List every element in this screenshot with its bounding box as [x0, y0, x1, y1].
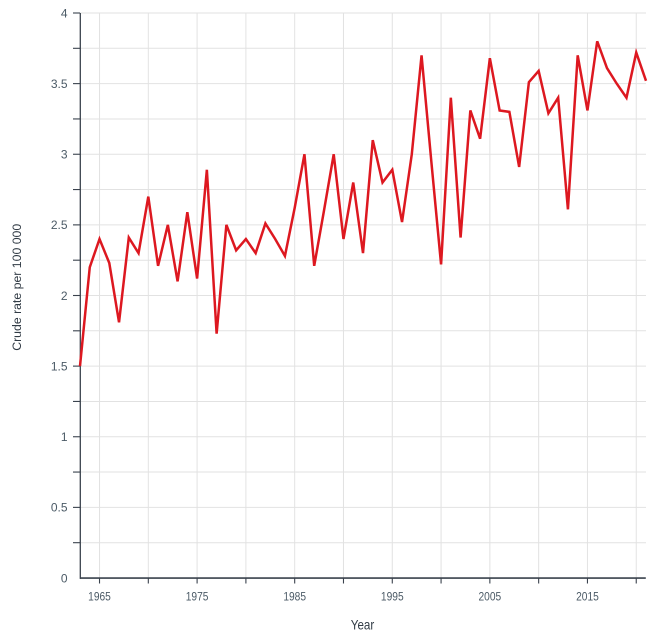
svg-text:3.5: 3.5 [51, 77, 68, 91]
svg-text:2.5: 2.5 [51, 218, 68, 232]
svg-text:4: 4 [61, 6, 68, 20]
svg-text:1995: 1995 [381, 590, 404, 604]
svg-text:Crude rate per 100 000: Crude rate per 100 000 [10, 224, 24, 351]
svg-text:0.5: 0.5 [51, 501, 68, 515]
svg-text:1975: 1975 [186, 590, 209, 604]
svg-text:0: 0 [61, 571, 68, 585]
svg-text:1985: 1985 [283, 590, 306, 604]
svg-text:2: 2 [61, 289, 68, 303]
svg-text:1.5: 1.5 [51, 359, 68, 373]
svg-text:Year: Year [351, 617, 375, 633]
svg-text:2005: 2005 [479, 590, 502, 604]
svg-text:3: 3 [61, 148, 68, 162]
svg-text:1965: 1965 [88, 590, 111, 604]
svg-text:2015: 2015 [576, 590, 599, 604]
svg-text:1: 1 [61, 430, 68, 444]
